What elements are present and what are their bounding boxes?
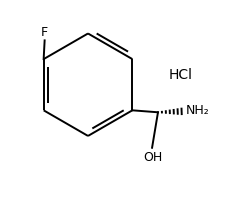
Text: HCl: HCl [169,68,193,82]
Text: OH: OH [143,151,163,164]
Text: F: F [41,26,48,39]
Text: NH₂: NH₂ [186,104,209,117]
